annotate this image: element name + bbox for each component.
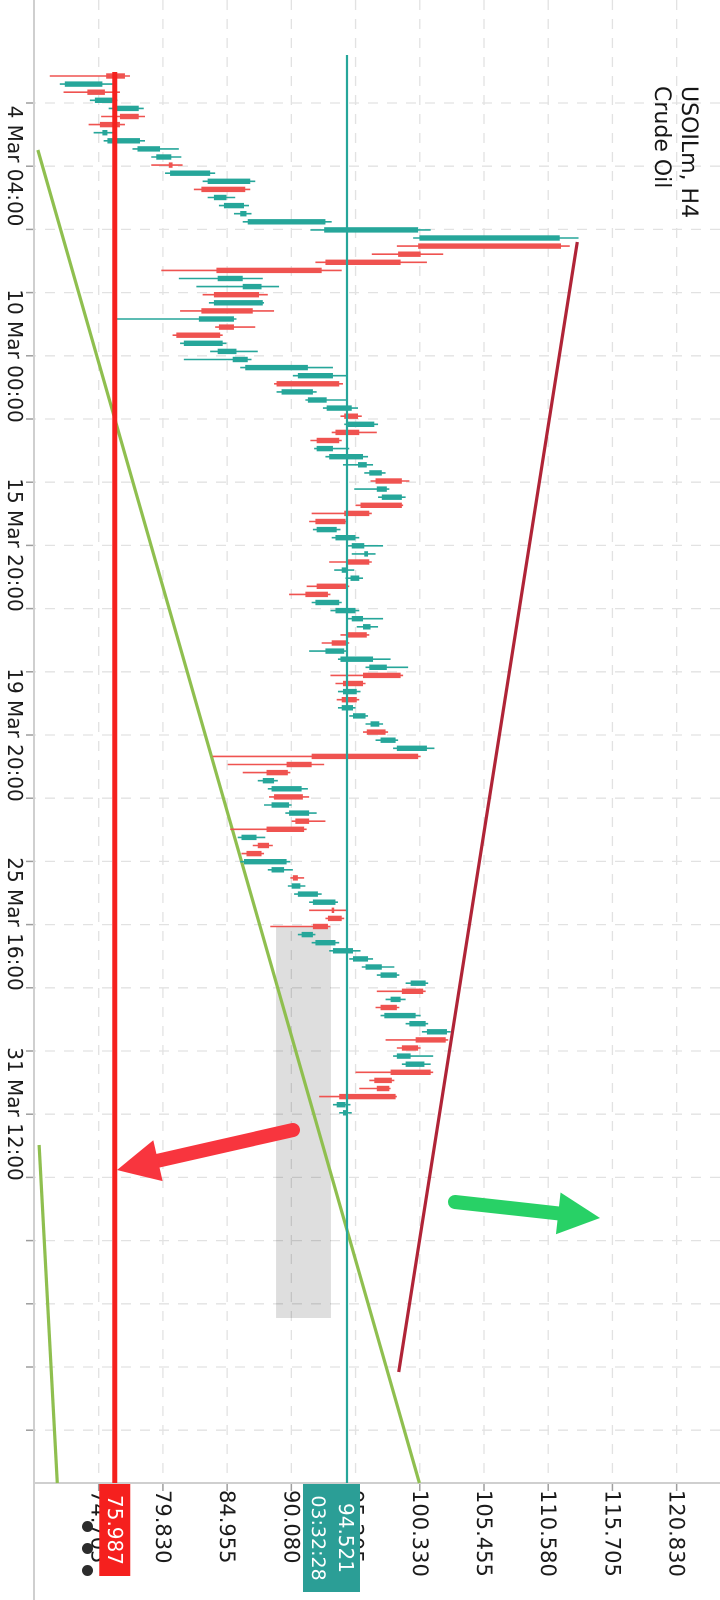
current-price-value: 94.521: [334, 1503, 358, 1573]
red-arrow: [145, 1123, 300, 1170]
svg-text:120.830: 120.830: [665, 1490, 689, 1577]
svg-text:90.080: 90.080: [279, 1490, 303, 1563]
green-arrow: [448, 1195, 572, 1222]
price-line-badge-value: 75.987: [103, 1495, 127, 1565]
svg-text:4 Mar 04:00: 4 Mar 04:00: [3, 106, 27, 227]
svg-text:31 Mar 12:00: 31 Mar 12:00: [3, 1047, 27, 1181]
price-line-badge: 75.987: [99, 1484, 131, 1576]
arrow-objects[interactable]: [117, 1123, 600, 1235]
trend-green-1-line: [36, 149, 421, 1484]
svg-text:19 Mar 20:00: 19 Mar 20:00: [3, 668, 27, 802]
dot-icon: [82, 1565, 93, 1576]
grid: [34, 0, 720, 1483]
axis-labels: 74.70579.83084.95590.08095.205100.330105…: [3, 106, 689, 1577]
trend-dark-red-line: [397, 241, 579, 1373]
current-price-badge: 94.521 03:32:28: [302, 1484, 360, 1592]
svg-text:15 Mar 20:00: 15 Mar 20:00: [3, 478, 27, 612]
svg-text:25 Mar 16:00: 25 Mar 16:00: [3, 857, 27, 991]
bar-countdown-timer: 03:32:28: [307, 1495, 329, 1580]
svg-text:115.705: 115.705: [600, 1490, 624, 1577]
drawing-objects[interactable]: [36, 149, 579, 1484]
trend-green-2-line: [37, 1144, 59, 1484]
svg-text:84.955: 84.955: [215, 1490, 239, 1563]
dot-icon: [82, 1543, 93, 1554]
candles: [49, 73, 579, 1116]
dot-icon: [82, 1521, 93, 1532]
more-menu-button[interactable]: [82, 1521, 93, 1576]
green-arrow-head: [555, 1192, 600, 1235]
price-lines[interactable]: [112, 55, 349, 1483]
svg-text:79.830: 79.830: [151, 1490, 175, 1563]
red-arrow-head: [117, 1140, 163, 1182]
svg-text:10 Mar 00:00: 10 Mar 00:00: [3, 289, 27, 423]
svg-text:110.580: 110.580: [536, 1490, 560, 1577]
symbol-timeframe-label: USOILm, H4: [676, 86, 701, 219]
svg-text:105.455: 105.455: [472, 1490, 496, 1577]
shaded-zone-rect: [276, 927, 331, 1318]
chart-header: USOILm, H4 Crude Oil: [648, 86, 702, 218]
instrument-name-label: Crude Oil: [649, 86, 674, 189]
axes: [26, 0, 720, 1600]
svg-text:100.330: 100.330: [408, 1490, 432, 1577]
